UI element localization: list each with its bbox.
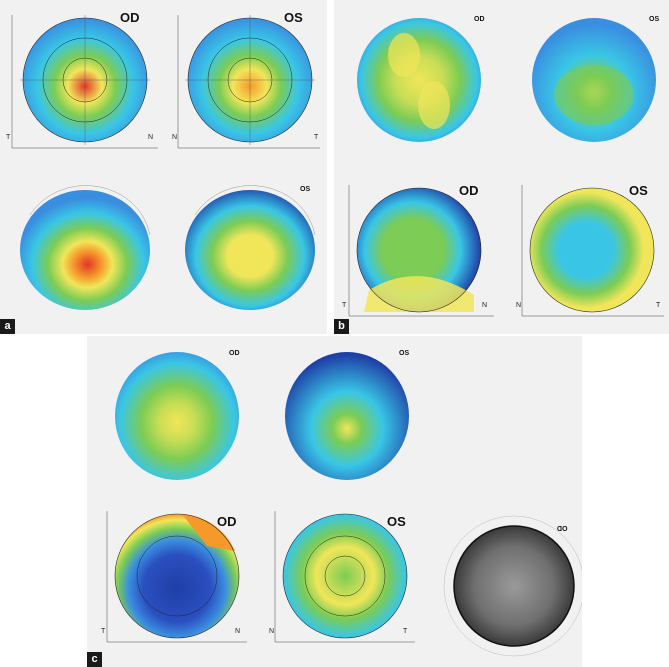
map-c2	[285, 352, 409, 480]
axis-left-c4: N	[269, 628, 275, 635]
axis-right-a1: N	[148, 134, 154, 141]
panel-letter-c: c	[87, 652, 102, 667]
map-a2	[177, 15, 320, 149]
eye-label-c3: OD	[217, 514, 237, 529]
map-c1	[115, 352, 239, 480]
axis-right-a2: T	[314, 134, 319, 141]
map-b2	[532, 18, 656, 142]
eye-label-b1: OD	[474, 16, 485, 23]
panel-b: OD OS OD OS T N N T b	[334, 0, 669, 334]
eye-label-a1: OD	[120, 10, 140, 25]
axis-right-b4: T	[656, 302, 661, 309]
eye-label-c4: OS	[387, 514, 406, 529]
panel-c-maps	[106, 352, 582, 657]
eye-label-b3: OD	[459, 183, 479, 198]
axis-left-b4: N	[516, 302, 522, 309]
axis-left-a2: N	[172, 134, 178, 141]
eye-label-a2: OS	[284, 10, 303, 25]
axis-right-c4: T	[403, 628, 408, 635]
panel-letter-b: b	[334, 319, 349, 334]
eye-label-c2: OS	[399, 350, 410, 357]
map-c5-photo	[443, 515, 582, 657]
eye-label-b4: OS	[629, 183, 648, 198]
map-a4	[185, 185, 316, 310]
map-a1	[11, 15, 158, 149]
eye-label-c5: OD	[557, 524, 568, 531]
panel-letter-a: a	[0, 319, 15, 334]
eye-label-a4: OS	[300, 186, 311, 193]
axis-right-b3: N	[482, 302, 488, 309]
map-b1	[357, 18, 481, 142]
axis-right-c3: N	[235, 628, 241, 635]
axis-left-a1: T	[6, 134, 11, 141]
map-b3	[348, 185, 494, 317]
panel-c: OD OS OD OS OD T N N T c	[87, 336, 582, 667]
map-b4	[521, 185, 664, 317]
panel-a: OD OS OS T N N T a	[0, 0, 327, 334]
axis-left-b3: T	[342, 302, 347, 309]
map-c4	[274, 511, 415, 643]
panel-a-maps	[11, 15, 320, 310]
axis-left-c3: T	[101, 628, 106, 635]
map-a3	[20, 185, 151, 310]
map-c3	[106, 511, 247, 643]
eye-label-b2: OS	[649, 16, 660, 23]
panel-b-maps	[348, 18, 664, 317]
eye-label-c1: OD	[229, 350, 240, 357]
